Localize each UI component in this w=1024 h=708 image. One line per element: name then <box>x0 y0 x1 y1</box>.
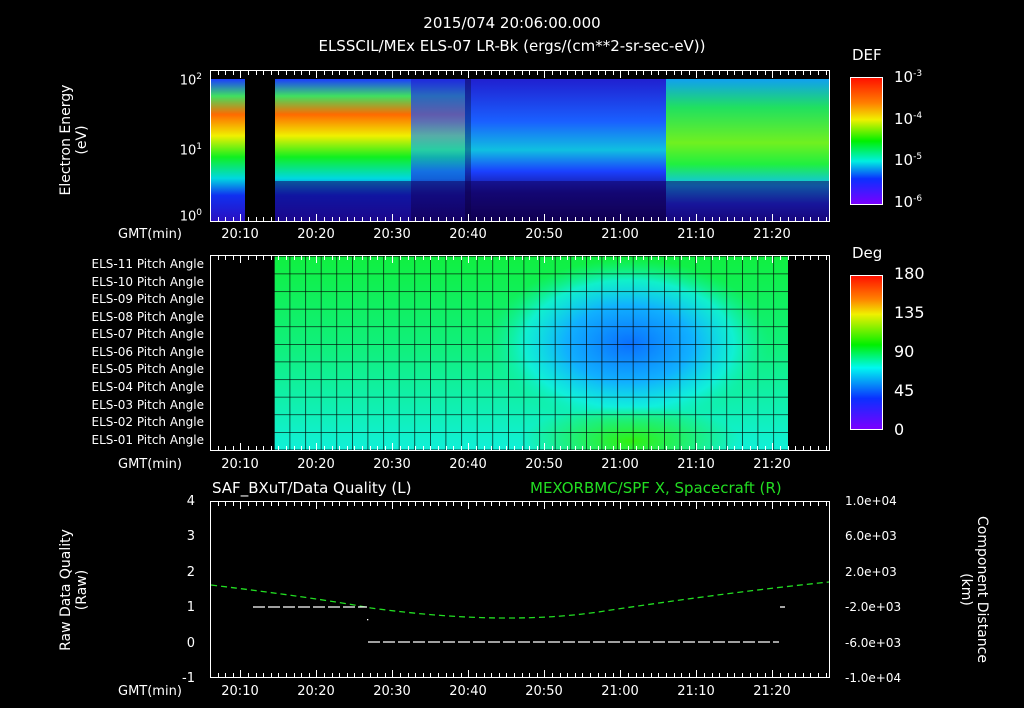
tick-base: 10 <box>894 151 914 169</box>
spacecraft-x-line <box>211 581 829 619</box>
spectrogram-image <box>211 71 829 221</box>
ytick-exp: 1 <box>196 142 202 152</box>
xtick: 20:30 <box>373 684 411 699</box>
xtick: 21:10 <box>677 227 715 242</box>
ytick-left: 0 <box>186 636 195 651</box>
def-colorbar-title: DEF <box>852 46 882 64</box>
pitch-angle-grid <box>274 256 788 450</box>
ytick-exp: 2 <box>196 72 202 82</box>
xtick: 20:20 <box>297 457 335 472</box>
xtick: 20:30 <box>373 227 411 242</box>
quality-title-right: MEXORBMC/SPF X, Spacecraft (R) <box>530 479 782 497</box>
xtick: 20:50 <box>525 457 563 472</box>
ylabel-line1: Raw Data Quality <box>58 529 74 651</box>
timestamp-title: 2015/074 20:06:00.000 <box>423 14 601 32</box>
deg-tick: 90 <box>894 342 915 361</box>
ylabel-line2: (km) <box>958 573 974 606</box>
xtick: 21:00 <box>601 684 639 699</box>
xtick: 21:20 <box>753 457 791 472</box>
xtick: 20:40 <box>449 684 487 699</box>
xtick: 20:40 <box>449 457 487 472</box>
ytick-right: -6.0e+03 <box>845 636 902 650</box>
pitch-angle-plot[interactable] <box>210 255 830 451</box>
xtick: 21:10 <box>677 457 715 472</box>
pa-row-label: ELS-04 Pitch Angle <box>91 380 204 394</box>
quality-title-left: SAF_BXuT/Data Quality (L) <box>212 479 412 497</box>
ylabel-line1: Electron Energy <box>58 84 74 196</box>
pa-row-label: ELS-07 Pitch Angle <box>91 327 204 341</box>
deg-tick: 180 <box>894 264 925 283</box>
ytick-base: 10 <box>179 143 197 159</box>
ylabel-line1: Component Distance <box>974 516 990 663</box>
xtick: 21:00 <box>601 227 639 242</box>
ytick-right: -2.0e+03 <box>845 600 902 614</box>
quality-ylabel-right: Component Distance (km) <box>958 502 1024 663</box>
pa-row-label: ELS-10 Pitch Angle <box>91 275 204 289</box>
ytick-right: 2.0e+03 <box>845 565 897 579</box>
xtick: 20:20 <box>297 684 335 699</box>
xtick: 21:10 <box>677 684 715 699</box>
ytick-left: 4 <box>186 494 195 509</box>
pa-row-label: ELS-06 Pitch Angle <box>91 345 204 359</box>
deg-tick: 45 <box>894 381 915 400</box>
pa-row-label: ELS-08 Pitch Angle <box>91 310 204 324</box>
deg-tick: 0 <box>894 420 905 439</box>
pa-row-label: ELS-03 Pitch Angle <box>91 398 204 412</box>
xtick: 20:50 <box>525 684 563 699</box>
ytick-left: 1 <box>186 600 195 615</box>
xtick: 21:00 <box>601 457 639 472</box>
ylabel-line2: (eV) <box>74 125 90 155</box>
pa-row-label: ELS-09 Pitch Angle <box>91 292 204 306</box>
ytick-left: 2 <box>186 565 195 580</box>
xtick: 20:40 <box>449 227 487 242</box>
quality-lines <box>211 581 829 643</box>
deg-colorbar-title: Deg <box>852 244 883 262</box>
tick-base: 10 <box>894 110 914 128</box>
ytick-base: 10 <box>179 73 197 89</box>
def-tick: 10-6 <box>894 193 922 211</box>
xtick: 20:10 <box>221 684 259 699</box>
xtick: 20:10 <box>221 227 259 242</box>
ytick-right: 6.0e+03 <box>845 529 897 543</box>
xaxis-label: GMT(min) <box>118 457 182 472</box>
def-tick: 10-4 <box>894 110 922 128</box>
ytick-100: 102 <box>172 72 202 88</box>
ytick-left: 3 <box>186 529 195 544</box>
xtick: 20:30 <box>373 457 411 472</box>
def-tick: 10-5 <box>894 151 922 169</box>
ytick-1: 100 <box>172 208 202 224</box>
xtick: 20:10 <box>221 457 259 472</box>
pa-row-label: ELS-05 Pitch Angle <box>91 362 204 376</box>
tick-exp: -4 <box>913 111 923 121</box>
deg-colorbar <box>850 275 883 430</box>
xtick: 21:20 <box>753 227 791 242</box>
tick-base: 10 <box>894 68 914 86</box>
ylabel-line2: (Raw) <box>74 569 90 611</box>
pa-row-label: ELS-01 Pitch Angle <box>91 433 204 447</box>
deg-tick: 135 <box>894 303 925 322</box>
pa-row-label: ELS-11 Pitch Angle <box>91 257 204 271</box>
ytick-left: -1 <box>182 671 195 686</box>
ytick-right: 1.0e+04 <box>845 494 897 508</box>
pa-row-label: ELS-02 Pitch Angle <box>91 415 204 429</box>
xtick: 21:20 <box>753 684 791 699</box>
tick-exp: -6 <box>913 194 923 204</box>
ytick-base: 10 <box>179 209 197 225</box>
def-tick: 10-3 <box>894 68 922 86</box>
quality-plot[interactable] <box>210 501 830 678</box>
spectrogram-subtitle: ELSSCIL/MEx ELS-07 LR-Bk (ergs/(cm**2-sr… <box>318 37 706 55</box>
ytick-right: -1.0e+04 <box>845 671 902 685</box>
xaxis-label: GMT(min) <box>118 684 182 699</box>
xaxis-label: GMT(min) <box>118 227 182 242</box>
xtick: 20:20 <box>297 227 335 242</box>
xtick: 20:50 <box>525 227 563 242</box>
def-colorbar <box>850 77 883 205</box>
tick-exp: -3 <box>913 69 923 79</box>
ytick-exp: 0 <box>196 208 202 218</box>
tick-exp: -5 <box>913 152 923 162</box>
tick-base: 10 <box>894 193 914 211</box>
spectrogram-plot[interactable] <box>210 70 830 222</box>
ytick-10: 101 <box>172 142 202 158</box>
